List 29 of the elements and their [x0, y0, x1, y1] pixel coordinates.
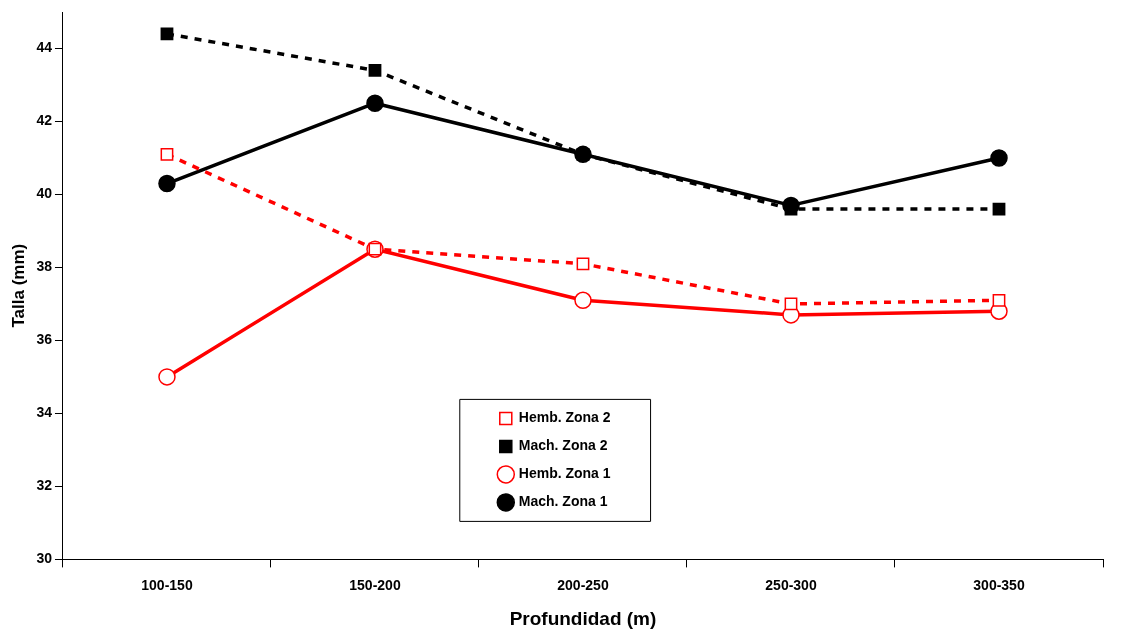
- y-tick-label: 36: [36, 331, 53, 348]
- y-tick-label: 32: [36, 477, 53, 494]
- point: [990, 149, 1008, 167]
- legend-label: Hemb. Zona 1: [518, 465, 611, 482]
- x-tick-label: 250-300: [765, 576, 817, 593]
- point: [160, 147, 174, 161]
- point: [366, 94, 384, 112]
- y-tick-label: 44: [36, 39, 53, 56]
- x-tick-label: 200-250: [557, 576, 609, 593]
- legend-label: Mach. Zona 1: [518, 493, 608, 510]
- x-tick-label: 100-150: [141, 576, 193, 593]
- y-axis-title: Talla (mm): [8, 243, 28, 328]
- y-tick-label: 34: [36, 404, 53, 421]
- point: [576, 257, 590, 271]
- y-tick-label: 38: [36, 258, 53, 275]
- point: [158, 174, 176, 193]
- point: [574, 291, 592, 310]
- y-tick-label: 30: [36, 550, 53, 567]
- y-tick-label: 42: [36, 112, 53, 129]
- point: [160, 27, 174, 41]
- point: [368, 63, 382, 77]
- y-tick-label: 40: [36, 185, 53, 202]
- x-axis-title: Profundidad (m): [509, 607, 657, 629]
- point: [158, 368, 176, 386]
- point: [992, 293, 1006, 307]
- legend-label: Mach. Zona 2: [518, 437, 608, 454]
- x-tick-label: 150-200: [349, 576, 401, 593]
- legend-label: Hemb. Zona 2: [518, 409, 611, 426]
- x-tick-label: 300-350: [973, 576, 1025, 593]
